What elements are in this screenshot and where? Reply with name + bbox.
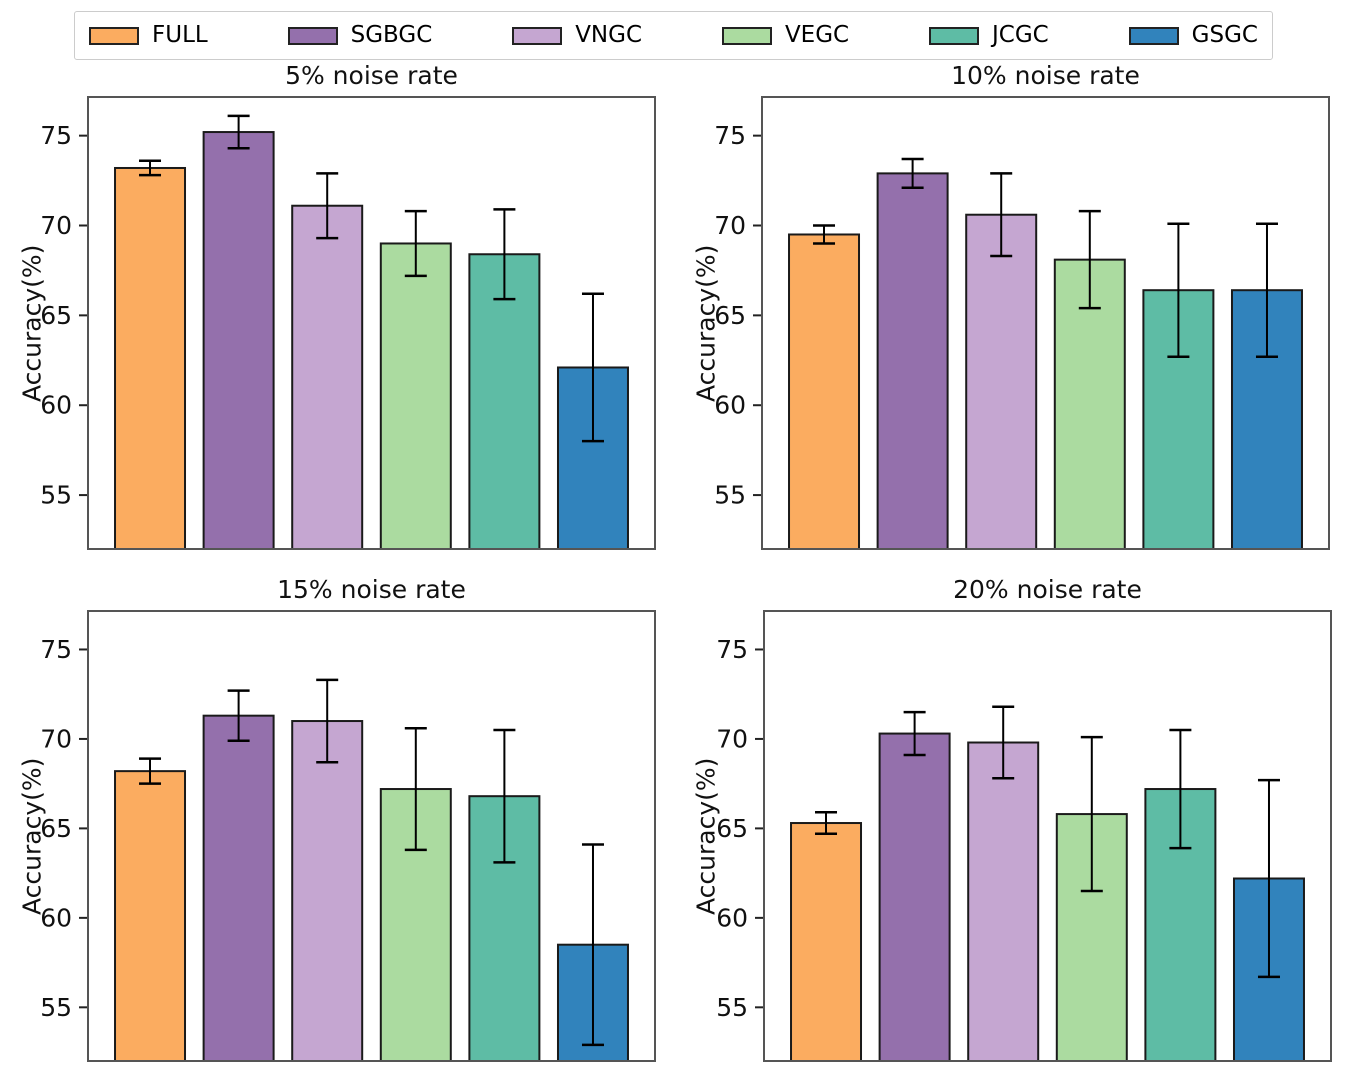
bar-JCGC bbox=[468, 253, 541, 550]
bar-FULL bbox=[788, 233, 861, 550]
bar-FULL bbox=[790, 822, 863, 1062]
legend-label: FULL bbox=[152, 22, 208, 48]
y-tick-label-65: 65 bbox=[714, 301, 746, 330]
legend-item-gsgc: GSGC bbox=[1128, 22, 1258, 48]
chart-10pct-noise: 55 60 65 70 75 bbox=[714, 96, 1330, 551]
legend-swatch-gsgc bbox=[1128, 26, 1179, 45]
y-tick-label-55: 55 bbox=[40, 481, 72, 510]
chart-title-15pct: 15% noise rate bbox=[277, 575, 466, 604]
bar-VNGC bbox=[291, 720, 364, 1062]
plot-border bbox=[763, 610, 1332, 1062]
legend-swatch-sgbgc bbox=[287, 26, 338, 45]
y-tick-label-65: 65 bbox=[716, 814, 748, 843]
legend-item-vegc: VEGC bbox=[721, 22, 850, 48]
legend-swatch-vegc bbox=[721, 26, 772, 45]
bar-SGBGC bbox=[202, 714, 275, 1062]
chart-15pct-noise: 55 60 65 70 75 bbox=[40, 610, 656, 1063]
legend-swatch-jcgc bbox=[929, 26, 979, 45]
y-tick-label-55: 55 bbox=[40, 993, 72, 1022]
plot-border bbox=[87, 96, 656, 550]
y-tick-label-60: 60 bbox=[40, 903, 72, 932]
y-tick-label-70: 70 bbox=[716, 724, 748, 753]
legend-item-sgbgc: SGBGC bbox=[287, 22, 433, 48]
bar-FULL bbox=[114, 770, 187, 1062]
legend-item-full: FULL bbox=[89, 24, 208, 47]
bar-VNGC bbox=[965, 213, 1038, 551]
legend-item-jcgc: JCGC bbox=[929, 24, 1049, 47]
y-tick-label-70: 70 bbox=[40, 211, 72, 240]
bar-VNGC bbox=[967, 741, 1040, 1063]
legend-swatch-vngc bbox=[512, 26, 563, 45]
chart-5pct-noise: 55 60 65 70 75 bbox=[40, 96, 656, 551]
y-tick-label-75: 75 bbox=[40, 121, 72, 150]
legend-item-vngc: VNGC bbox=[512, 24, 642, 47]
y-tick-label-65: 65 bbox=[40, 814, 72, 843]
y-tick-label-60: 60 bbox=[40, 391, 72, 420]
legend-label: JCGC bbox=[992, 22, 1049, 48]
bar-VNGC bbox=[291, 204, 364, 551]
bar-SGBGC bbox=[876, 172, 949, 550]
legend-label: SGBGC bbox=[350, 22, 433, 48]
y-tick-label-55: 55 bbox=[716, 993, 748, 1022]
y-tick-label-70: 70 bbox=[40, 724, 72, 753]
legend-label: GSGC bbox=[1191, 22, 1258, 48]
y-tick-label-70: 70 bbox=[714, 211, 746, 240]
bar-FULL bbox=[114, 166, 187, 551]
y-tick-label-60: 60 bbox=[716, 903, 748, 932]
bar-SGBGC bbox=[878, 732, 951, 1062]
y-tick-label-75: 75 bbox=[40, 635, 72, 664]
bar-VEGC bbox=[379, 242, 452, 550]
y-tick-label-75: 75 bbox=[716, 635, 748, 664]
chart-title-10pct: 10% noise rate bbox=[951, 61, 1140, 90]
chart-title-5pct: 5% noise rate bbox=[285, 61, 458, 90]
chart-20pct-noise: 55 60 65 70 75 bbox=[716, 610, 1332, 1063]
chart-title-20pct: 20% noise rate bbox=[953, 575, 1142, 604]
y-tick-label-55: 55 bbox=[714, 481, 746, 510]
plot-border bbox=[761, 96, 1330, 550]
legend-label: VNGC bbox=[575, 22, 643, 48]
bar-SGBGC bbox=[202, 131, 275, 551]
y-tick-label-65: 65 bbox=[40, 301, 72, 330]
y-tick-label-75: 75 bbox=[714, 121, 746, 150]
y-tick-label-60: 60 bbox=[714, 391, 746, 420]
legend-swatch-full bbox=[89, 26, 139, 45]
legend: FULL SGBGC VNGC VEGC JCGC GSGC bbox=[74, 11, 1273, 60]
legend-label: VEGC bbox=[784, 22, 850, 48]
plot-border bbox=[87, 610, 656, 1062]
